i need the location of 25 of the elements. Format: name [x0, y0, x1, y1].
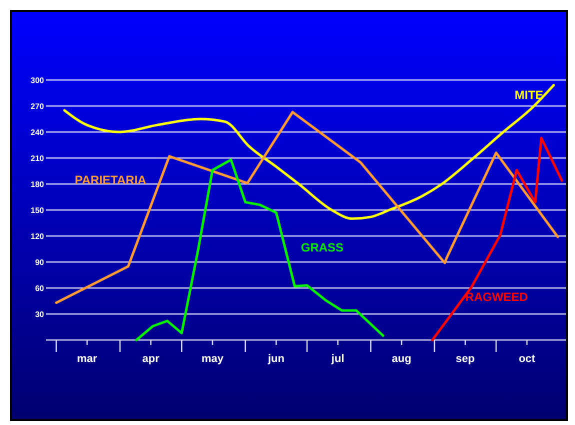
line-series — [431, 136, 564, 342]
y-tick-label: 300 — [30, 76, 45, 85]
y-tick-label: 90 — [35, 258, 45, 267]
x-tick-label: jul — [330, 352, 344, 365]
y-tick-label: 240 — [30, 128, 45, 137]
y-tick-label: 30 — [35, 310, 45, 319]
line-series — [55, 110, 560, 304]
series-label: GRASS — [300, 240, 344, 255]
series-label: RAGWEED — [465, 290, 528, 304]
x-tick-label: aug — [392, 352, 412, 365]
x-tick-label: sep — [456, 352, 476, 365]
y-tick-label: 60 — [35, 284, 45, 293]
y-tick-label: 210 — [30, 154, 45, 163]
y-tick-label: 150 — [30, 206, 45, 215]
y-tick-label: 180 — [30, 180, 45, 189]
line-series — [63, 84, 555, 220]
x-tick-label: may — [201, 352, 224, 365]
y-tick-label: 120 — [30, 232, 45, 241]
series-label: MITE — [514, 88, 544, 102]
x-tick-label: oct — [518, 352, 536, 365]
x-tick-label: mar — [77, 352, 98, 365]
y-tick-label: 270 — [30, 102, 45, 111]
x-tick-label: jun — [266, 352, 285, 365]
x-tick-label: apr — [142, 352, 160, 365]
series-label: PARIETARIA — [74, 173, 147, 187]
